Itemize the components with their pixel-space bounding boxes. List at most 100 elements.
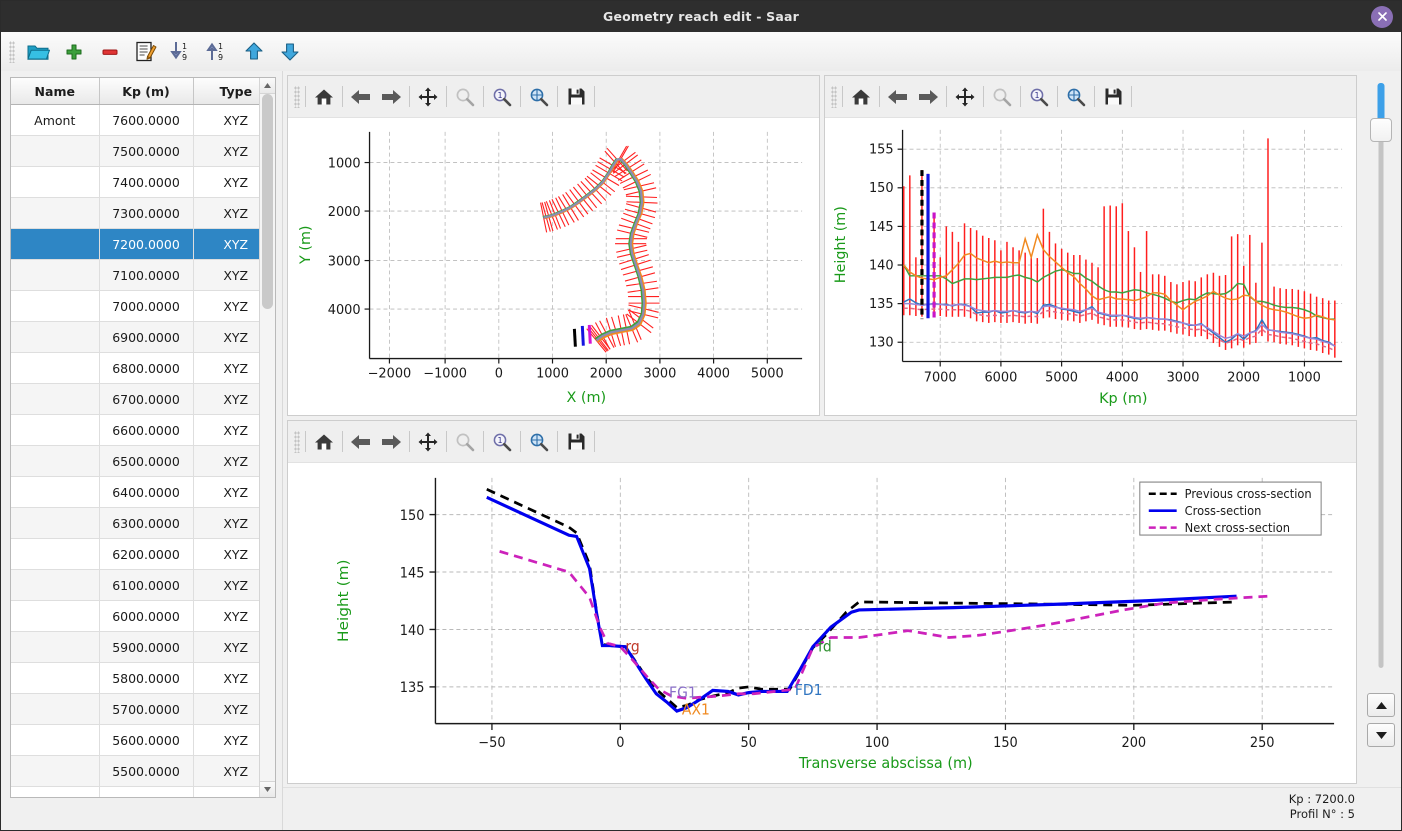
cell-kp[interactable]: 7400.0000: [99, 166, 194, 198]
profile-pan-button[interactable]: [950, 82, 980, 112]
cell-kp[interactable]: 6400.0000: [99, 476, 194, 508]
table-row[interactable]: 5900.0000 XYZ: [11, 631, 259, 663]
toolbar-grip[interactable]: [9, 40, 15, 63]
table-row[interactable]: 5800.0000 XYZ: [11, 662, 259, 694]
cell-name[interactable]: [11, 228, 100, 260]
edit-button[interactable]: [129, 36, 163, 68]
cell-kp[interactable]: 6600.0000: [99, 414, 194, 446]
cell-type[interactable]: XYZ: [193, 662, 259, 694]
cell-name[interactable]: [11, 600, 100, 632]
cell-name[interactable]: Amont: [11, 104, 100, 136]
close-icon[interactable]: [1371, 5, 1393, 28]
profile-save-button[interactable]: [1098, 82, 1128, 112]
cell-name[interactable]: [11, 414, 100, 446]
table-scrollbar[interactable]: [259, 78, 275, 797]
table-row[interactable]: 6800.0000 XYZ: [11, 352, 259, 384]
profile-home-button[interactable]: [846, 82, 876, 112]
cell-type[interactable]: XYZ: [193, 135, 259, 167]
cell-kp[interactable]: 6200.0000: [99, 538, 194, 570]
table-row[interactable]: 5700.0000 XYZ: [11, 693, 259, 725]
table-row[interactable]: 6000.0000 XYZ: [11, 600, 259, 632]
table-scrollbar-thumb[interactable]: [262, 94, 273, 309]
cell-type[interactable]: XYZ: [193, 259, 259, 291]
table-row[interactable]: 6400.0000 XYZ: [11, 476, 259, 508]
profile-canvas[interactable]: 7000 6000 5000 4000 3000 2000 1000 130 135 140 145…: [825, 118, 1356, 415]
cell-kp[interactable]: 7600.0000: [99, 104, 194, 136]
cell-kp[interactable]: 7200.0000: [99, 228, 194, 260]
table-row[interactable]: 6200.0000 XYZ: [11, 538, 259, 570]
plan-toolbar-grip[interactable]: [294, 85, 300, 108]
cell-type[interactable]: XYZ: [193, 414, 259, 446]
table-row[interactable]: 7300.0000 XYZ: [11, 197, 259, 229]
profile-forward-button[interactable]: [913, 82, 943, 112]
xs-zoom-one-button[interactable]: 1: [487, 427, 517, 457]
cell-name[interactable]: [11, 631, 100, 663]
cell-type[interactable]: XYZ: [193, 352, 259, 384]
step-down-button[interactable]: [1367, 723, 1395, 747]
step-up-button[interactable]: [1367, 693, 1395, 717]
cross-section-canvas[interactable]: rg FG1 AX1 fd FD1 −50 0 50 100 150 200 250 135 140 14…: [288, 463, 1356, 783]
cell-kp[interactable]: 5600.0000: [99, 724, 194, 756]
cell-type[interactable]: XYZ: [193, 445, 259, 477]
cell-name[interactable]: [11, 383, 100, 415]
plan-zoom-extent-button[interactable]: [524, 82, 554, 112]
table-row[interactable]: 6300.0000 XYZ: [11, 507, 259, 539]
slider-handle[interactable]: [1370, 118, 1392, 142]
plan-zoom-one-button[interactable]: 1: [487, 82, 517, 112]
cell-name[interactable]: [11, 445, 100, 477]
cell-type[interactable]: XYZ: [193, 569, 259, 601]
table-row[interactable]: 5500.0000 XYZ: [11, 755, 259, 787]
xs-zoom-extent-button[interactable]: [524, 427, 554, 457]
xs-zoom-button[interactable]: [450, 427, 480, 457]
xs-pan-button[interactable]: [413, 427, 443, 457]
cell-kp[interactable]: 6100.0000: [99, 569, 194, 601]
cell-kp[interactable]: 6900.0000: [99, 321, 194, 353]
table-row[interactable]: 6600.0000 XYZ: [11, 414, 259, 446]
cell-kp[interactable]: 5400.0000: [99, 786, 194, 797]
cell-name[interactable]: [11, 290, 100, 322]
cell-type[interactable]: XYZ: [193, 321, 259, 353]
plan-view-canvas[interactable]: −2000 −1000 0 1000 2000 3000 4000 5000 1…: [288, 118, 819, 415]
move-down-button[interactable]: [273, 36, 307, 68]
cell-type[interactable]: XYZ: [193, 600, 259, 632]
cell-kp[interactable]: 7000.0000: [99, 290, 194, 322]
cell-type[interactable]: XYZ: [193, 104, 259, 136]
cell-kp[interactable]: 7300.0000: [99, 197, 194, 229]
profile-toolbar-grip[interactable]: [831, 85, 837, 108]
xs-forward-button[interactable]: [376, 427, 406, 457]
cell-type[interactable]: XYZ: [193, 197, 259, 229]
xs-save-button[interactable]: [561, 427, 591, 457]
slider-track[interactable]: [1378, 83, 1384, 668]
cell-type[interactable]: XYZ: [193, 228, 259, 260]
cell-type[interactable]: XYZ: [193, 538, 259, 570]
column-header-kp[interactable]: Kp (m): [99, 78, 194, 105]
xs-back-button[interactable]: [346, 427, 376, 457]
plan-home-button[interactable]: [309, 82, 339, 112]
cell-type[interactable]: XYZ: [193, 290, 259, 322]
cell-type[interactable]: XYZ: [193, 724, 259, 756]
table-row[interactable]: 6100.0000 XYZ: [11, 569, 259, 601]
table-row[interactable]: 7000.0000 XYZ: [11, 290, 259, 322]
cell-type[interactable]: XYZ: [193, 383, 259, 415]
cell-name[interactable]: [11, 755, 100, 787]
cell-name[interactable]: [11, 259, 100, 291]
cell-name[interactable]: [11, 724, 100, 756]
cell-name[interactable]: [11, 693, 100, 725]
table-row[interactable]: 6900.0000 XYZ: [11, 321, 259, 353]
cell-kp[interactable]: 5800.0000: [99, 662, 194, 694]
xs-home-button[interactable]: [309, 427, 339, 457]
cell-name[interactable]: [11, 662, 100, 694]
xs-toolbar-grip[interactable]: [294, 430, 300, 453]
plan-pan-button[interactable]: [413, 82, 443, 112]
cell-kp[interactable]: 5700.0000: [99, 693, 194, 725]
profile-zoom-button[interactable]: [987, 82, 1017, 112]
cell-name[interactable]: [11, 569, 100, 601]
profile-slider[interactable]: [1370, 83, 1392, 668]
plan-zoom-button[interactable]: [450, 82, 480, 112]
table-row[interactable]: 7100.0000 XYZ: [11, 259, 259, 291]
cell-name[interactable]: [11, 352, 100, 384]
cell-type[interactable]: XYZ: [193, 755, 259, 787]
cell-name[interactable]: [11, 538, 100, 570]
move-up-button[interactable]: [237, 36, 271, 68]
